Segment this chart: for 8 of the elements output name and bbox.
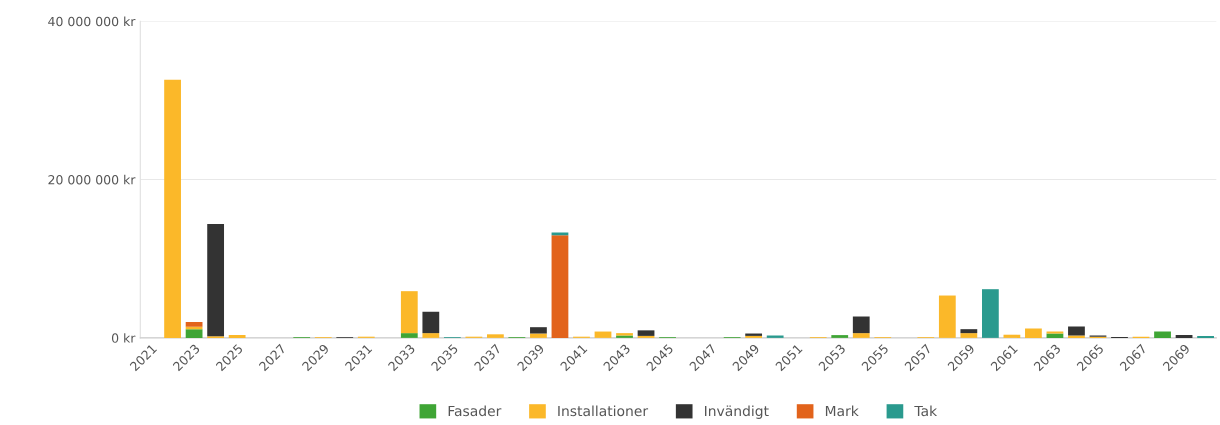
legend-label: Installationer (558, 405, 649, 417)
legend-label: Invändigt (705, 405, 769, 419)
legend-label: Fasader (448, 405, 502, 417)
legend-label: Tak (914, 405, 938, 417)
y-tick-label: 20 000 000 kr (48, 174, 136, 185)
y-tick-label: 40 000 000 kr (48, 16, 136, 27)
legend-label: Mark (825, 405, 859, 417)
y-tick-label: 0 kr (111, 333, 136, 343)
